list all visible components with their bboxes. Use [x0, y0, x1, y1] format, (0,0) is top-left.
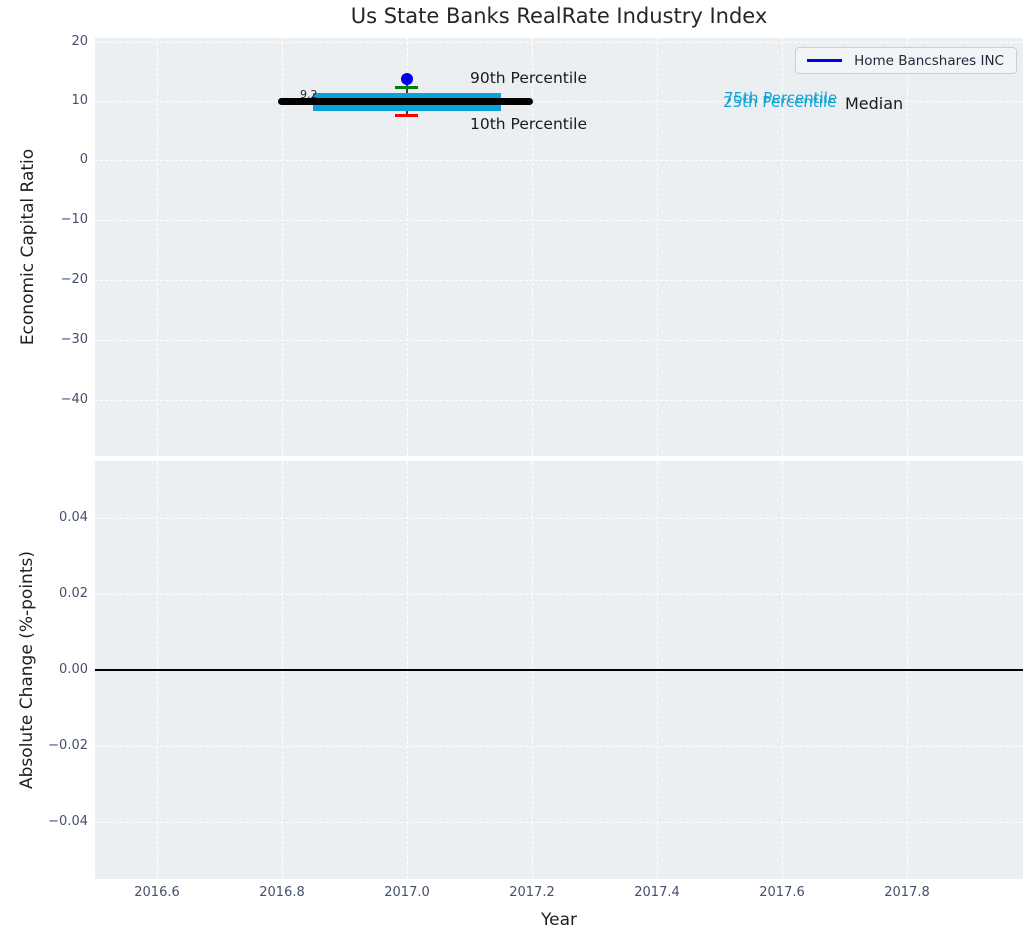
y-tick-label: 0.02 [59, 586, 88, 601]
y-tick-label: −0.04 [48, 814, 88, 829]
gridline-horizontal [95, 280, 1023, 281]
x-tick-label: 2017.0 [384, 885, 430, 900]
x-tick-label: 2017.8 [884, 885, 930, 900]
gridline-vertical [407, 38, 408, 456]
bottom-y-axis-label: Absolute Change (%-points) [17, 551, 37, 789]
p10-cap [395, 114, 418, 117]
annotation-median: Median [845, 94, 904, 113]
median-line [278, 98, 533, 105]
gridline-horizontal [95, 340, 1023, 341]
gridline-horizontal [95, 101, 1023, 102]
y-tick-label: 10 [71, 93, 88, 108]
company-data-point [401, 73, 413, 85]
top-y-axis-label: Economic Capital Ratio [18, 148, 38, 346]
y-tick-label: −20 [60, 272, 88, 287]
annotation-10th-percentile: 10th Percentile [470, 115, 588, 133]
legend-line-icon [807, 59, 843, 62]
gridline-horizontal [95, 42, 1023, 43]
gridline-vertical [532, 38, 533, 456]
y-tick-label: 20 [71, 34, 88, 49]
bottom-axes [95, 461, 1023, 879]
legend: Home Bancshares INC [795, 47, 1017, 74]
chart-title: Us State Banks RealRate Industry Index [350, 4, 768, 28]
gridline-vertical [657, 38, 658, 456]
gridline-horizontal [95, 518, 1023, 519]
gridline-horizontal [95, 822, 1023, 823]
gridline-horizontal [95, 400, 1023, 401]
gridline-vertical [157, 38, 158, 456]
gridline-vertical [282, 38, 283, 456]
x-tick-label: 2016.6 [134, 885, 180, 900]
gridline-vertical [782, 38, 783, 456]
y-tick-label: −40 [60, 392, 88, 407]
y-tick-label: 0.04 [59, 510, 88, 525]
x-tick-label: 2016.8 [259, 885, 305, 900]
gridline-horizontal [95, 594, 1023, 595]
y-tick-label: 0.00 [59, 662, 88, 677]
gridline-horizontal [95, 746, 1023, 747]
x-tick-label: 2017.4 [634, 885, 680, 900]
y-tick-label: −0.02 [48, 738, 88, 753]
top-axes: 9.2 90th Percentile 10th Percentile 75th… [95, 38, 1023, 456]
annotation-25th-percentile: 25th Percentile [723, 93, 837, 111]
y-tick-label: 0 [79, 152, 88, 167]
x-axis-label: Year [541, 910, 577, 930]
gridline-vertical [907, 38, 908, 456]
y-tick-label: −10 [60, 212, 88, 227]
p90-cap [395, 86, 418, 89]
y-tick-label: −30 [60, 332, 88, 347]
zero-line [95, 669, 1023, 671]
gridline-horizontal [95, 160, 1023, 161]
annotation-90th-percentile: 90th Percentile [470, 69, 588, 87]
x-tick-label: 2017.6 [759, 885, 805, 900]
x-tick-label: 2017.2 [509, 885, 555, 900]
legend-label: Home Bancshares INC [854, 52, 1004, 69]
gridline-horizontal [95, 220, 1023, 221]
annotation-75th-percentile: 75th Percentile [724, 89, 838, 107]
annotation-median-value: 9.2 [300, 88, 318, 101]
